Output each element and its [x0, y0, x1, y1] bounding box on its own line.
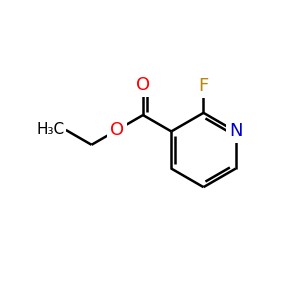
Text: N: N	[229, 122, 242, 140]
Text: O: O	[110, 121, 124, 139]
Text: O: O	[136, 76, 150, 94]
Text: F: F	[198, 77, 208, 95]
Text: H₃C: H₃C	[36, 122, 64, 137]
